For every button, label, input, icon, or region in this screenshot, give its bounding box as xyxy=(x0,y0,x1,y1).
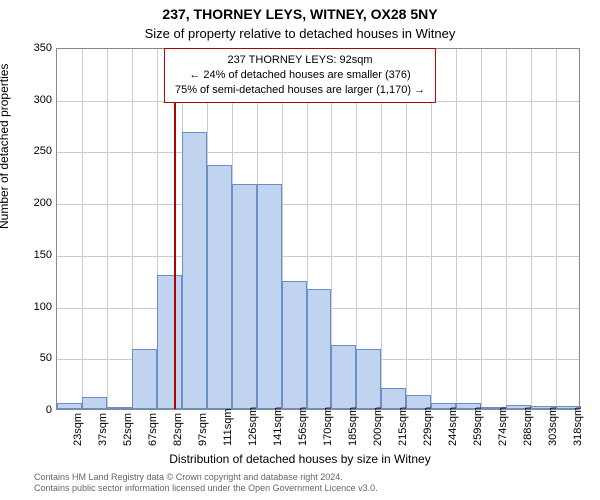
x-tick-label: 170sqm xyxy=(322,407,334,446)
footer-line-1: Contains HM Land Registry data © Crown c… xyxy=(34,472,378,483)
x-tick-label: 156sqm xyxy=(297,407,309,446)
histogram-bar xyxy=(57,403,82,409)
x-tick-label: 141sqm xyxy=(272,407,284,446)
x-tick-label: 274sqm xyxy=(497,407,509,446)
x-tick-label: 23sqm xyxy=(72,413,84,446)
histogram-bar xyxy=(232,184,257,409)
gridline-v xyxy=(381,49,382,409)
y-tick-label: 350 xyxy=(12,42,52,54)
histogram-bar xyxy=(182,132,207,409)
x-tick-label: 37sqm xyxy=(97,413,109,446)
annotation-box: 237 THORNEY LEYS: 92sqm ← 24% of detache… xyxy=(164,48,436,103)
gridline-v xyxy=(556,49,557,409)
histogram-bar xyxy=(157,275,182,409)
x-tick-label: 82sqm xyxy=(172,413,184,446)
y-tick-label: 0 xyxy=(12,404,52,416)
chart-container: { "title": "237, THORNEY LEYS, WITNEY, O… xyxy=(0,0,600,500)
gridline-v xyxy=(82,49,83,409)
histogram-bar xyxy=(356,349,381,409)
histogram-bar xyxy=(132,349,157,409)
gridline-v xyxy=(107,49,108,409)
x-axis-title: Distribution of detached houses by size … xyxy=(0,452,600,466)
chart-subtitle: Size of property relative to detached ho… xyxy=(0,26,600,41)
histogram-bar xyxy=(82,397,107,409)
y-tick-label: 150 xyxy=(12,249,52,261)
gridline-v xyxy=(506,49,507,409)
x-tick-label: 52sqm xyxy=(122,413,134,446)
x-tick-label: 200sqm xyxy=(372,407,384,446)
annotation-line-2: ← 24% of detached houses are smaller (37… xyxy=(175,68,425,83)
gridline-v xyxy=(456,49,457,409)
x-tick-label: 229sqm xyxy=(422,407,434,446)
x-tick-label: 244sqm xyxy=(447,407,459,446)
footer-text: Contains HM Land Registry data © Crown c… xyxy=(34,472,378,495)
gridline-v xyxy=(481,49,482,409)
x-tick-label: 288sqm xyxy=(522,407,534,446)
x-tick-label: 126sqm xyxy=(247,407,259,446)
gridline-v xyxy=(531,49,532,409)
gridline-v xyxy=(406,49,407,409)
x-tick-label: 111sqm xyxy=(222,408,234,446)
histogram-bar xyxy=(282,281,307,409)
histogram-bar xyxy=(207,165,232,409)
gridline-h xyxy=(57,204,579,205)
histogram-bar xyxy=(257,184,282,409)
x-tick-label: 259sqm xyxy=(472,407,484,446)
gridline-h xyxy=(57,256,579,257)
x-tick-label: 318sqm xyxy=(572,407,584,446)
gridline-v xyxy=(431,49,432,409)
x-tick-label: 303sqm xyxy=(547,407,559,446)
property-marker-line xyxy=(174,49,176,409)
y-tick-label: 50 xyxy=(12,352,52,364)
y-tick-label: 200 xyxy=(12,197,52,209)
y-tick-label: 250 xyxy=(12,145,52,157)
histogram-bar xyxy=(307,289,332,409)
y-tick-label: 300 xyxy=(12,94,52,106)
annotation-line-1: 237 THORNEY LEYS: 92sqm xyxy=(175,53,425,68)
annotation-line-3: 75% of semi-detached houses are larger (… xyxy=(175,83,425,98)
x-tick-label: 185sqm xyxy=(347,407,359,446)
histogram-bar xyxy=(107,407,132,409)
footer-line-2: Contains public sector information licen… xyxy=(34,483,378,494)
chart-title: 237, THORNEY LEYS, WITNEY, OX28 5NY xyxy=(0,6,600,22)
y-tick-label: 100 xyxy=(12,301,52,313)
x-tick-label: 67sqm xyxy=(147,413,159,446)
histogram-bar xyxy=(331,345,356,409)
x-tick-label: 97sqm xyxy=(197,413,209,446)
gridline-h xyxy=(57,152,579,153)
x-tick-label: 215sqm xyxy=(397,407,409,446)
y-axis-title: Number of detached properties xyxy=(0,64,11,229)
